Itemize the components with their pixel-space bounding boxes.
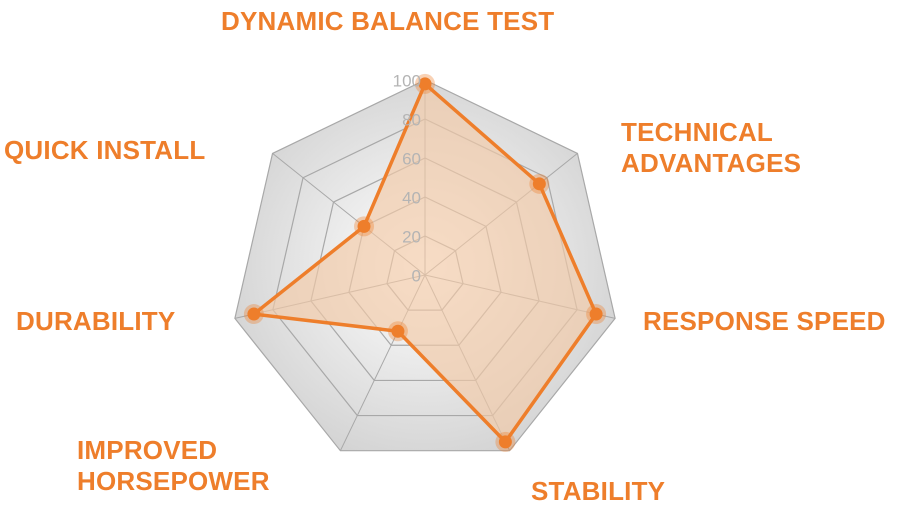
- radial-tick-label: 0: [412, 266, 421, 285]
- data-point: [532, 177, 546, 191]
- category-label-stability: STABILITY: [531, 476, 666, 506]
- radial-tick-label: 40: [402, 188, 421, 207]
- category-label-response-speed: RESPONSE SPEED: [643, 306, 886, 336]
- data-point: [357, 219, 371, 233]
- data-point: [391, 324, 405, 338]
- category-label-improved-horsepower: IMPROVED HORSEPOWER: [77, 435, 270, 496]
- grid-ring: [272, 118, 578, 417]
- grid-ring: [234, 79, 616, 452]
- data-point: [498, 435, 512, 449]
- data-point: [247, 307, 261, 321]
- radial-tick-labels: 0 20 40 60 80 100: [393, 71, 421, 285]
- radial-tick-label: 20: [402, 227, 421, 246]
- data-point: [589, 307, 603, 321]
- series-area: [252, 82, 598, 444]
- radar-series: [243, 73, 607, 452]
- radial-tick-label: 80: [402, 110, 421, 129]
- data-point: [418, 77, 432, 91]
- category-label-quick-install: QUICK INSTALL: [4, 135, 206, 165]
- radial-tick-label: 60: [402, 149, 421, 168]
- category-label-dynamic-balance-test: DYNAMIC BALANCE TEST: [221, 6, 555, 36]
- category-label-durability: DURABILITY: [16, 306, 176, 336]
- radial-tick-label: 100: [393, 71, 421, 90]
- category-label-technical-advantages: TECHNICAL ADVANTAGES: [621, 117, 802, 178]
